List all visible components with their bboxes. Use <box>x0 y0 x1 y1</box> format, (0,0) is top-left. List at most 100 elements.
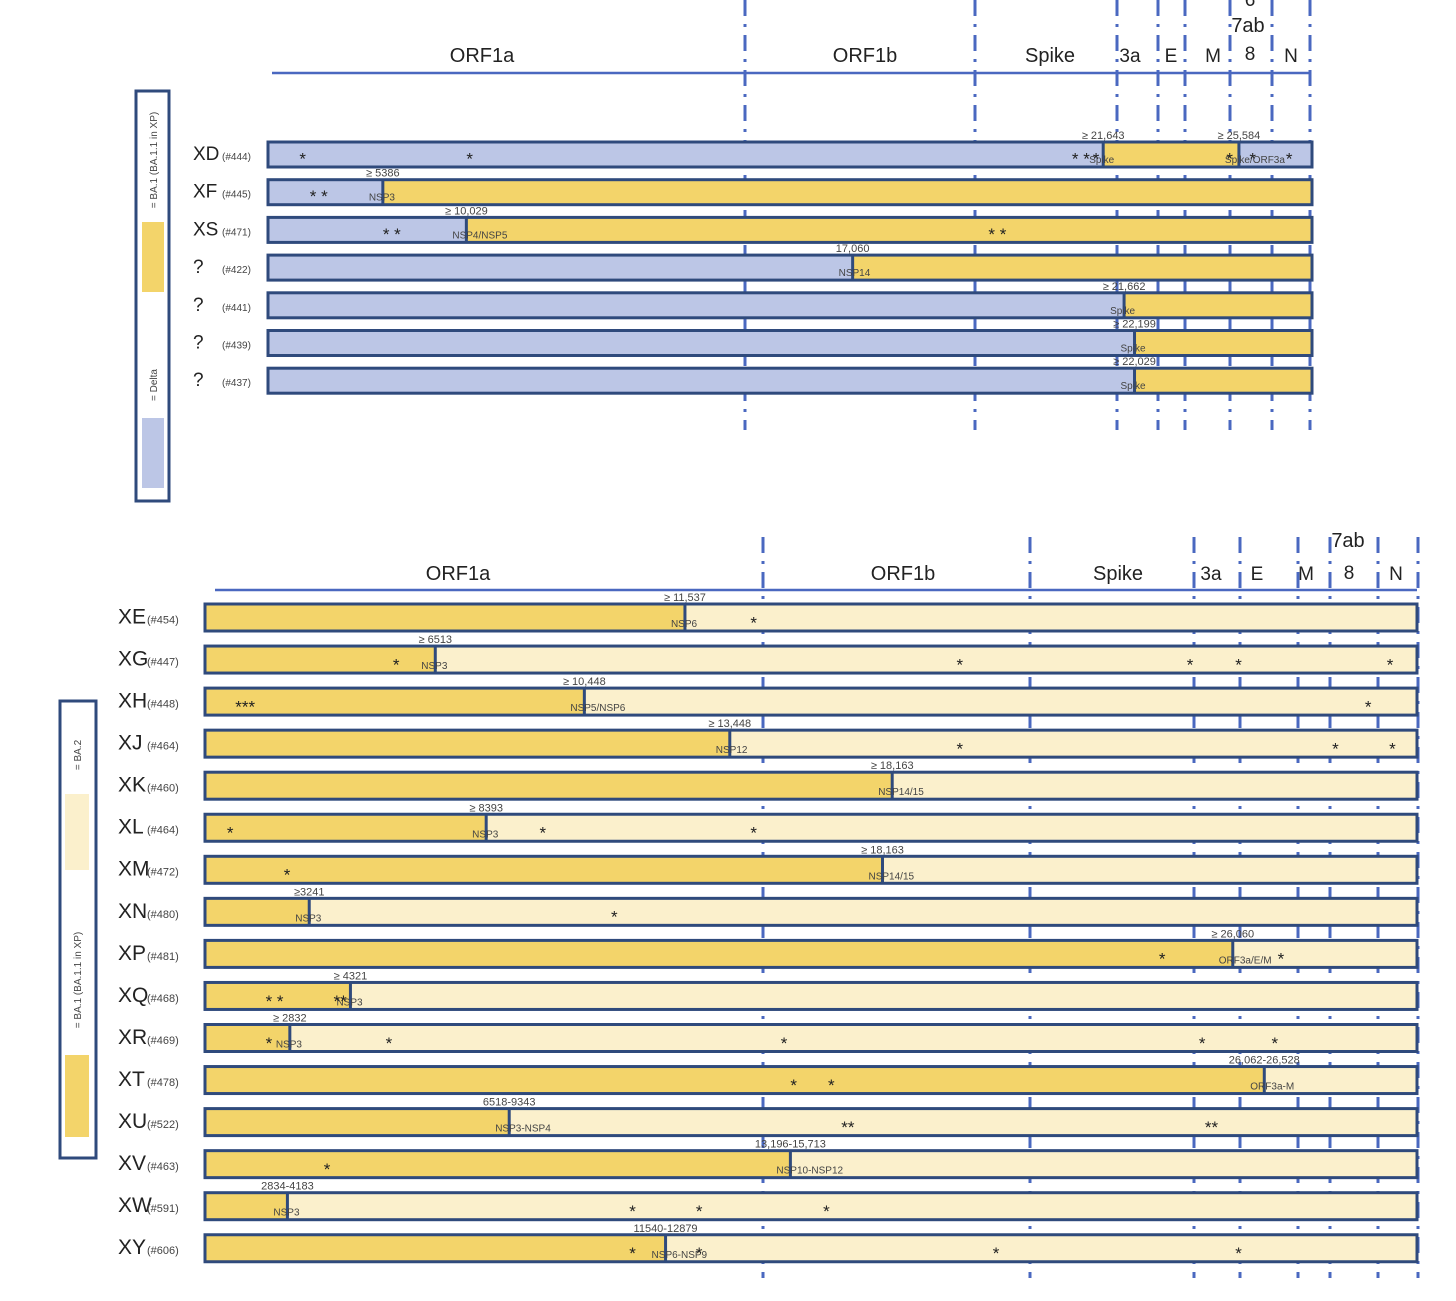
mutation-star: * <box>1387 655 1394 674</box>
lineage-name: XJ <box>118 732 143 755</box>
lineage-name: ? <box>193 370 204 391</box>
genome-segment-ba2 <box>892 772 1417 800</box>
genome-segment-ba2 <box>790 1150 1417 1178</box>
genome-segment-ba2 <box>665 1234 1417 1262</box>
breakpoint-position-label: 26,062-26,528 <box>1229 1055 1300 1067</box>
genome-segment-ba1 <box>1103 142 1239 167</box>
breakpoint-gene-label: NSP4/NSP5 <box>452 230 507 241</box>
lineage-name: XW <box>118 1194 152 1217</box>
breakpoint-gene-label: NSP14/15 <box>878 787 924 798</box>
lineage-name: XL <box>118 816 144 839</box>
mutation-star: * <box>823 1202 830 1221</box>
genome-segment-ba2 <box>729 730 1417 758</box>
lineage-name: XG <box>118 647 148 670</box>
mutation-star: * <box>1249 150 1256 169</box>
breakpoint-gene-label: NSP6 <box>671 619 698 630</box>
breakpoint-gene-label: NSP3 <box>295 913 322 924</box>
mutation-star: * <box>324 1160 331 1179</box>
gene-label-m: M <box>1298 564 1314 585</box>
breakpoint-position-label: ≥ 21,662 <box>1103 281 1146 293</box>
legend-swatch-bottom <box>142 418 164 488</box>
breakpoint-position-label: ≥ 8393 <box>469 802 503 814</box>
genome-segment-ba1 <box>205 898 310 926</box>
genome-bar-outline <box>266 140 1314 169</box>
mutation-star: * <box>1159 950 1166 969</box>
mutation-star: * <box>266 1034 273 1053</box>
mutation-star: * <box>629 1202 636 1221</box>
lineage-name: XE <box>118 605 146 628</box>
genome-segment-ba2 <box>486 814 1418 842</box>
lineage-sub-label: (#441) <box>222 303 251 314</box>
mutation-star: * <box>1272 1034 1279 1053</box>
lineage-sub-label: (#480) <box>147 909 179 921</box>
breakpoint-position-label: ≥ 2832 <box>273 1013 307 1025</box>
mutation-star: * * <box>1072 150 1090 169</box>
genome-segment-ba2 <box>287 1192 1417 1220</box>
lineage-name: ? <box>193 295 204 316</box>
gene-label-e: E <box>1165 46 1178 67</box>
breakpoint-position-label: ≥ 18,163 <box>861 844 904 856</box>
lineage-name: XV <box>118 1152 146 1175</box>
lineage-sub-label: (#606) <box>147 1245 179 1257</box>
breakpoint-position-label: ≥ 10,029 <box>445 205 488 217</box>
breakpoint-gene-label: Spike <box>1089 155 1114 166</box>
lineage-sub-label: (#522) <box>147 1119 179 1131</box>
genome-segment-ba1 <box>205 982 351 1010</box>
lineage-name: XU <box>118 1110 147 1133</box>
mutation-star: * <box>750 613 757 632</box>
mutation-star: * * <box>383 225 401 244</box>
lineage-row: XM(#472) ≥ 18,163 NSP14/15 * <box>118 844 1419 885</box>
genome-bar-outline <box>266 366 1314 395</box>
panel-bottom: ORF1a ORF1b Spike 3a E M 7ab 8 N = BA.2 = BA.1 (BA… <box>58 530 1420 1278</box>
mutation-star: * <box>1332 739 1339 758</box>
breakpoint-gene-label: NSP3 <box>472 829 499 840</box>
breakpoint-gene-label: NSP3-NSP4 <box>495 1124 551 1135</box>
gene-label-e: E <box>1251 564 1264 585</box>
breakpoint-position-label: ≥ 26,060 <box>1211 928 1254 940</box>
breakpoint-gene-label: NSP14 <box>839 268 871 279</box>
lineage-name: XN <box>118 900 147 923</box>
genome-segment-ba1 <box>466 217 1312 243</box>
lineage-row: ? (#441) ≥ 21,662 Spike <box>193 281 1314 320</box>
breakpoint-position-label: ≥ 10,448 <box>563 676 606 688</box>
genome-segment-delta <box>268 217 467 243</box>
genome-segment-ba1 <box>382 179 1313 205</box>
breakpoint-gene-label: Spike <box>1121 381 1146 392</box>
lineage-row: XP (#481) ≥ 26,060 ORF3a/E/M * * <box>118 928 1419 969</box>
mutation-star: * * <box>988 225 1006 244</box>
breakpoint-gene-label: NSP3 <box>276 1040 303 1051</box>
lineage-name: ? <box>193 333 204 354</box>
legend-swatch-top <box>65 794 89 870</box>
genome-segment-ba1 <box>205 1192 288 1220</box>
genome-segment-ba2 <box>309 898 1418 926</box>
genome-segment-ba2 <box>289 1024 1418 1052</box>
breakpoint-gene-label: NSP14/15 <box>869 871 915 882</box>
gene-label-3a: 3a <box>1200 564 1222 585</box>
genome-bar-outline <box>266 178 1314 207</box>
lineage-name: XK <box>118 774 146 797</box>
lineage-sub-label: (#464) <box>147 741 179 753</box>
genome-segment-delta <box>268 292 1125 318</box>
genome-segment-delta <box>268 179 383 205</box>
gene-label-spike: Spike <box>1093 563 1143 585</box>
breakpoint-gene-label: ORF3a/E/M <box>1219 955 1272 966</box>
mutation-star: * <box>1235 1244 1242 1263</box>
lineage-name: XM <box>118 858 150 881</box>
genome-bar-outline <box>266 329 1314 357</box>
breakpoint-position-label: ≥ 13,448 <box>708 718 751 730</box>
mutation-star: * <box>956 655 963 674</box>
legend-label-top: = BA.2 <box>73 739 84 770</box>
lineage-sub-label: (#464) <box>147 825 179 837</box>
breakpoint-gene-label: NSP3 <box>273 1208 300 1219</box>
gene-label-3a: 3a <box>1119 46 1141 67</box>
genome-segment-ba2 <box>684 604 1417 631</box>
lineage-sub-label: (#444) <box>222 152 251 163</box>
lineage-row: XU (#522) 6518-9343 NSP3-NSP4 ** ** <box>118 1097 1419 1138</box>
genome-bar-outline <box>203 1107 1419 1138</box>
genome-segment-ba1 <box>205 646 436 674</box>
breakpoint-gene-label: NSP3 <box>336 997 363 1008</box>
genome-segment-delta <box>268 368 1135 394</box>
mutation-star: * <box>629 1244 636 1263</box>
genome-bar-outline <box>203 728 1419 759</box>
